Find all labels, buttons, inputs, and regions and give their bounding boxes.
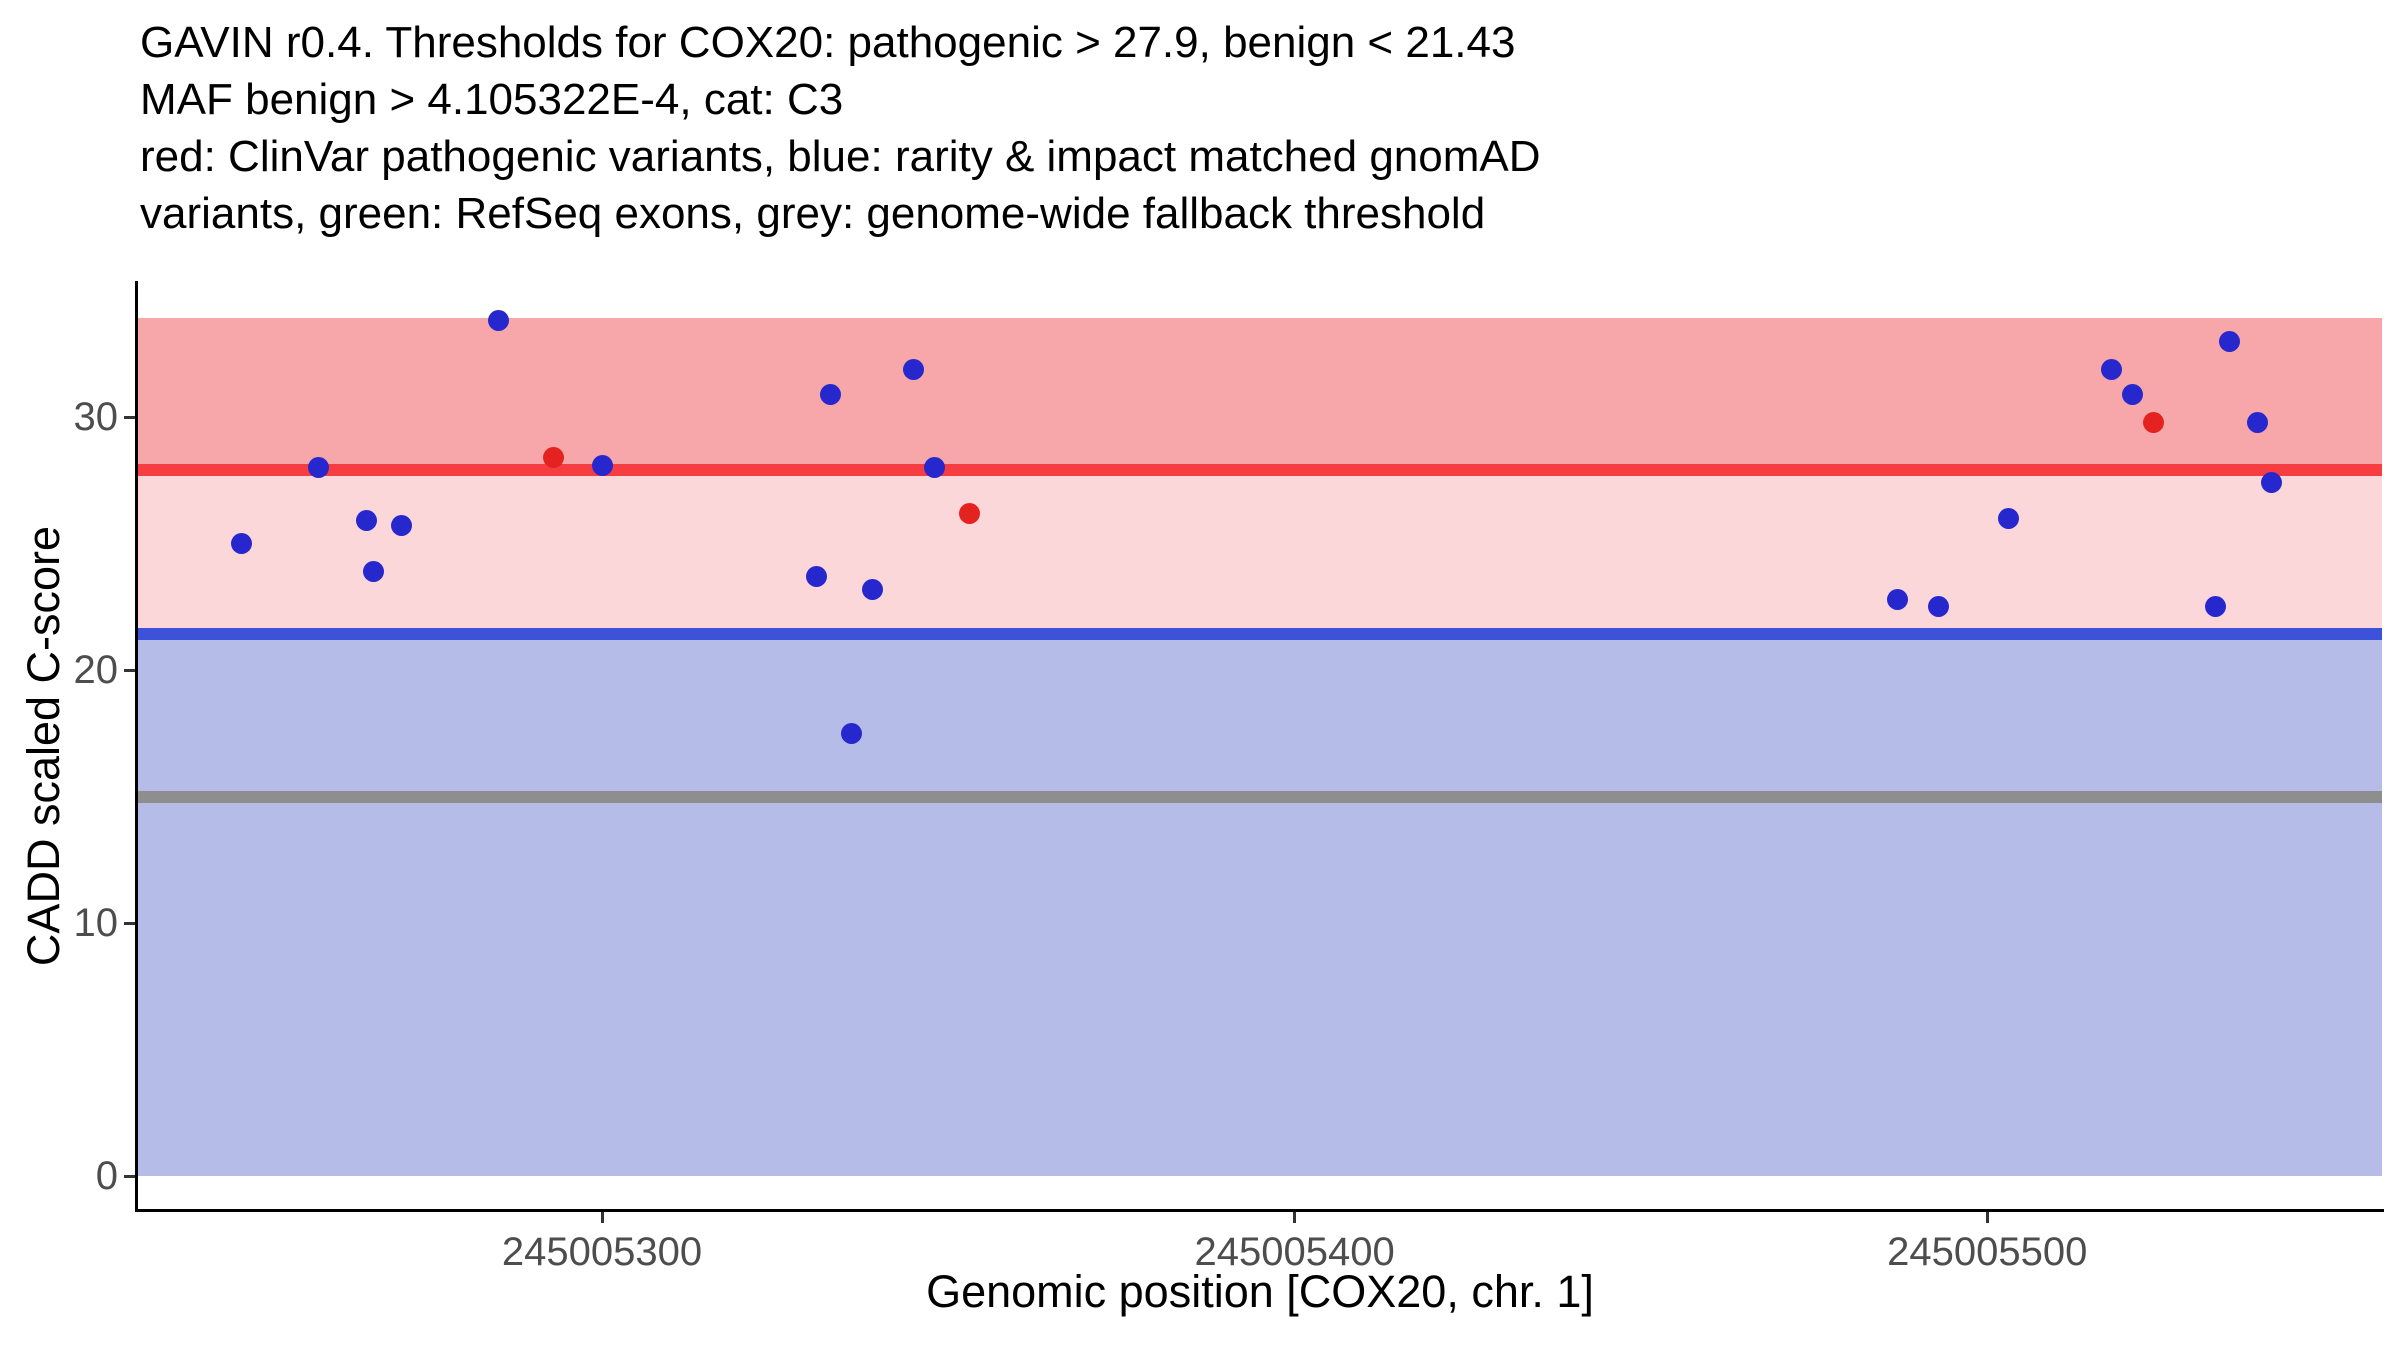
x-tick-mark [600,1212,604,1223]
title-line-4: variants, green: RefSeq exons, grey: gen… [140,189,1486,238]
plot-title: GAVIN r0.4. Thresholds for COX20: pathog… [140,14,1541,242]
gnomad-matched-variant-point [591,454,613,476]
clinvar-pathogenic-variant-point [958,502,980,524]
clinvar-pathogenic-variant-point [2142,411,2164,433]
y-tick-label: 30 [73,395,119,440]
y-tick-mark [124,921,135,925]
benign-threshold-line [138,627,2382,640]
gnomad-matched-variant-point [2205,596,2227,618]
gnomad-matched-variant-point [1886,588,1908,610]
vous-zone [138,470,2382,634]
x-tick-label: 245005400 [1194,1230,1395,1274]
gnomad-matched-variant-point [2219,330,2241,352]
x-axis-line [135,1209,2384,1212]
gnomad-matched-variant-point [307,457,329,479]
gnomad-matched-variant-point [362,560,384,582]
pathogenic-zone [138,318,2382,471]
fallback-threshold-line [138,790,2382,803]
x-tick-label: 245005500 [1887,1230,2088,1274]
gnomad-matched-variant-point [2246,411,2268,433]
gnomad-matched-variant-point [923,457,945,479]
y-tick-label: 10 [73,901,119,946]
x-tick-label: 245005300 [501,1230,703,1274]
x-axis-title: Genomic position [COX20, chr. 1] [926,1266,1594,1317]
title-line-3: red: ClinVar pathogenic variants, blue: … [140,132,1541,181]
gnomad-matched-variant-point [820,383,842,405]
gnomad-matched-variant-point [840,722,862,744]
gnomad-matched-variant-point [806,565,828,587]
y-tick-mark [124,415,135,419]
gnomad-matched-variant-point [487,310,509,332]
gnomad-matched-variant-point [2122,383,2144,405]
plot-panel [138,283,2382,1209]
gnomad-matched-variant-point [861,578,883,600]
gnomad-matched-variant-point [903,358,925,380]
clinvar-pathogenic-variant-point [543,447,565,469]
gnomad-matched-variant-point [2101,358,2123,380]
x-tick-mark [1293,1212,1297,1223]
gnomad-matched-variant-point [231,533,253,555]
gnomad-matched-variant-point [1997,507,2019,529]
pathogenic-threshold-line [138,464,2382,477]
benign-zone [138,633,2382,1177]
gnomad-matched-variant-point [1928,596,1950,618]
title-line-2: MAF benign > 4.105322E-4, cat: C3 [140,75,844,124]
gnomad-matched-variant-point [356,510,378,532]
y-tick-label: 20 [73,648,119,693]
x-tick-mark [1985,1212,1989,1223]
y-tick-mark [124,668,135,672]
gnomad-matched-variant-point [2260,472,2282,494]
y-axis-line [135,281,138,1212]
gnomad-matched-variant-point [390,515,412,537]
title-line-1: GAVIN r0.4. Thresholds for COX20: pathog… [140,18,1516,67]
y-tick-mark [124,1174,135,1178]
y-tick-label: 0 [95,1154,118,1199]
